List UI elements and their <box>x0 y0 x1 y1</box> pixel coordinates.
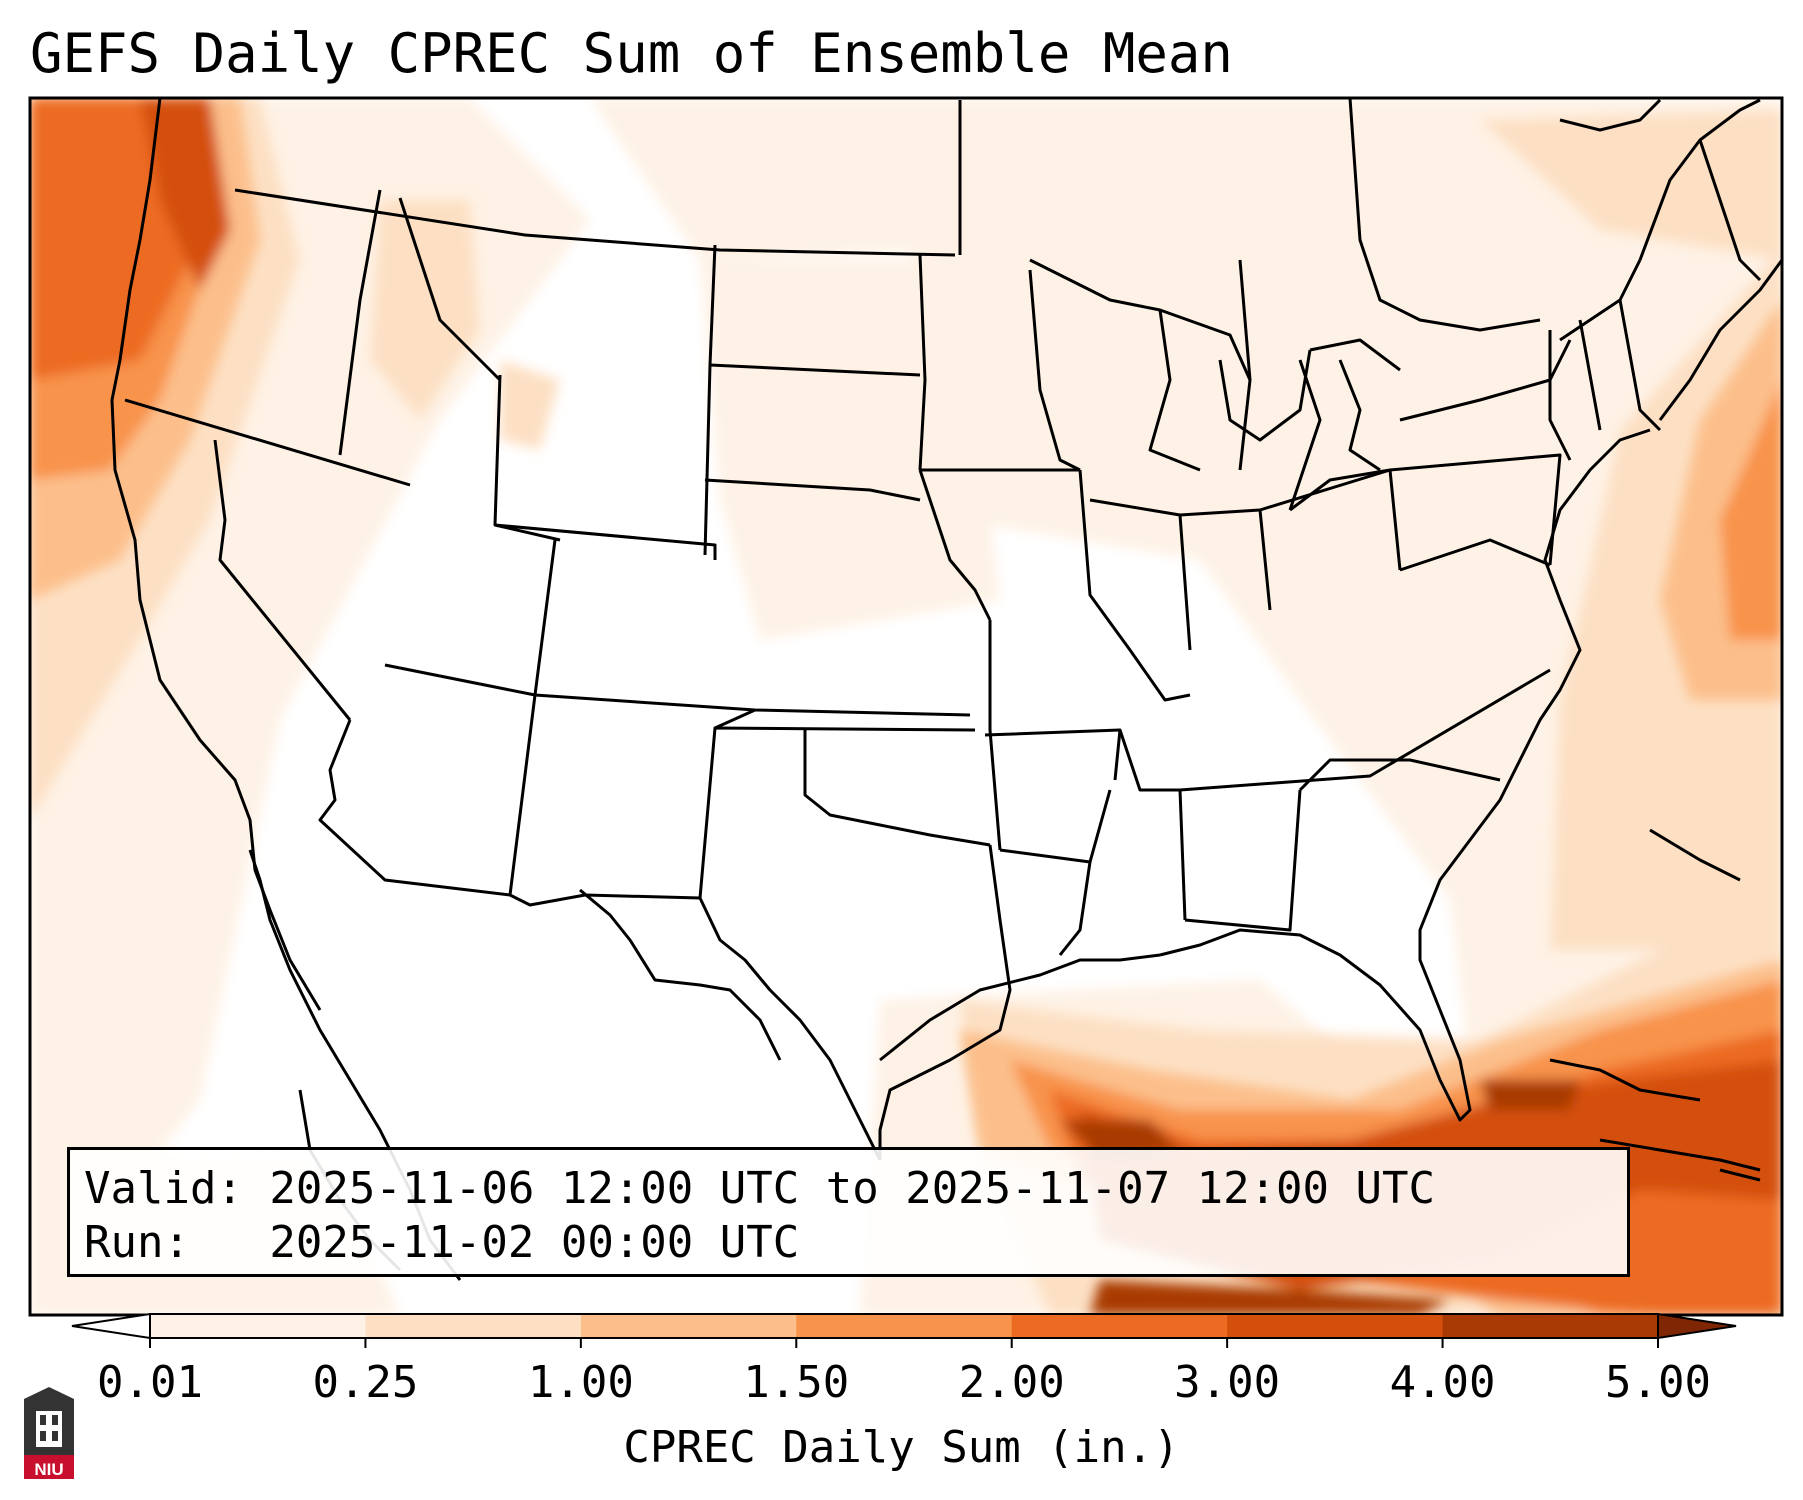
map-title: GEFS Daily CPREC Sum of Ensemble Mean <box>30 22 1233 85</box>
valid-time-box: Valid: 2025-11-06 12:00 UTC to 2025-11-0… <box>67 1147 1630 1277</box>
colorbar-tick-label: 0.01 <box>97 1357 203 1408</box>
colorbar-tick-label: 0.25 <box>312 1357 419 1408</box>
colorbar-tick-labels: 0.01 0.25 1.00 1.50 2.00 3.00 4.00 5.00 <box>0 1355 1803 1415</box>
colorbar-segment <box>580 1314 797 1338</box>
colorbar-label: CPREC Daily Sum (in.) <box>623 1422 1180 1473</box>
colorbar-under-arrow <box>71 1312 151 1340</box>
colorbar-tick-label: 2.00 <box>958 1357 1065 1408</box>
colorbar <box>71 1312 1737 1348</box>
map-borders <box>110 98 1782 1281</box>
colorbar-over-arrow <box>1657 1312 1737 1340</box>
run-line: Run: 2025-11-02 00:00 UTC <box>84 1217 800 1268</box>
colorbar-tick-label: 1.50 <box>743 1357 850 1408</box>
colorbar-tick-label: 3.00 <box>1174 1357 1281 1408</box>
colorbar-tick-label: 5.00 <box>1605 1357 1711 1408</box>
colorbar-tick-label: 4.00 <box>1389 1357 1496 1408</box>
colorbar-segment <box>150 1314 366 1338</box>
colorbar-segment <box>365 1314 582 1338</box>
colorbar-segment <box>1227 1314 1444 1338</box>
colorbar-segment <box>1011 1314 1228 1338</box>
svg-text:NIU: NIU <box>34 1460 63 1479</box>
colorbar-tick-label: 1.00 <box>527 1357 634 1408</box>
colorbar-segment <box>1442 1314 1659 1338</box>
valid-line: Valid: 2025-11-06 12:00 UTC to 2025-11-0… <box>84 1163 1436 1214</box>
niu-logo: NIU <box>24 1387 74 1479</box>
colorbar-segment <box>796 1314 1013 1338</box>
